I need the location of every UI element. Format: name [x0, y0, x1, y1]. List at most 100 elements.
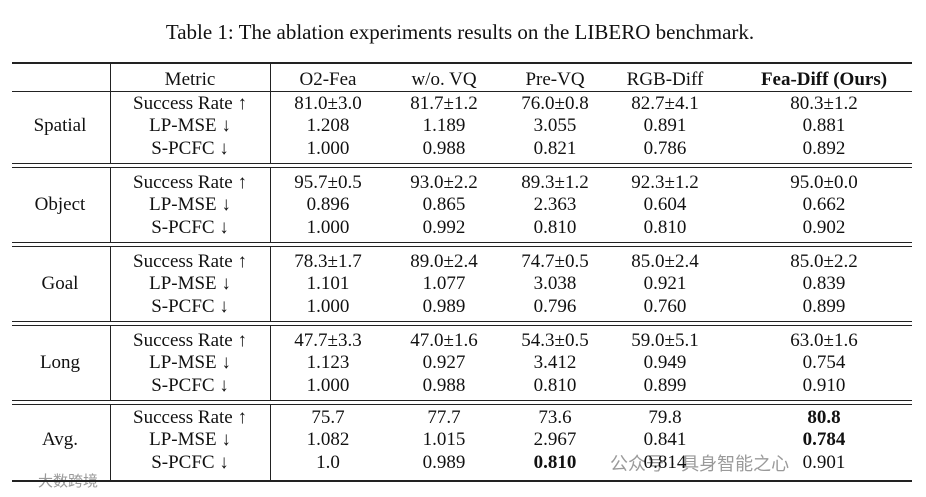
value-cell: 75.7	[311, 407, 345, 428]
value-cell: 1.000	[306, 295, 350, 317]
value-cell: 81.7±1.2	[410, 93, 478, 114]
metric-cell: LP-MSE ↓	[149, 194, 231, 216]
value-cell: 0.810	[643, 216, 687, 238]
value-cell: 0.796	[533, 295, 577, 317]
value-cell: 0.784	[802, 429, 846, 451]
rule	[12, 167, 912, 168]
value-cell: 92.3±1.2	[631, 172, 699, 193]
rule	[110, 326, 111, 400]
value-cell: 1.0	[316, 451, 340, 473]
value-cell: 2.967	[533, 429, 577, 451]
value-cell: 0.786	[643, 137, 687, 159]
value-cell: 89.3±1.2	[521, 172, 589, 193]
value-cell: 63.0±1.6	[790, 330, 858, 351]
metric-cell: S-PCFC ↓	[151, 374, 229, 396]
rule	[110, 247, 111, 321]
metric-cell: S-PCFC ↓	[151, 137, 229, 159]
rule	[270, 326, 271, 400]
value-cell: 1.101	[306, 273, 350, 295]
value-cell: 0.760	[643, 295, 687, 317]
value-cell: 1.189	[422, 115, 466, 137]
metric-cell: LP-MSE ↓	[149, 429, 231, 451]
rule	[270, 168, 271, 242]
value-cell: 0.865	[422, 194, 466, 216]
value-cell: 80.3±1.2	[790, 93, 858, 114]
rule	[270, 64, 271, 163]
value-cell: 0.881	[802, 115, 846, 137]
value-cell: 0.810	[533, 374, 577, 396]
group-label: Spatial	[33, 115, 87, 137]
group-label: Long	[39, 352, 81, 374]
value-cell: 1.000	[306, 216, 350, 238]
value-cell: 1.015	[422, 429, 466, 451]
value-cell: 2.363	[533, 194, 577, 216]
value-cell: 0.754	[802, 352, 846, 374]
rule	[12, 404, 912, 405]
metric-cell: S-PCFC ↓	[151, 216, 229, 238]
value-cell: 59.0±5.1	[631, 330, 699, 351]
value-cell: 0.910	[802, 374, 846, 396]
value-cell: 85.0±2.2	[790, 251, 858, 272]
rule	[12, 163, 912, 164]
value-cell: 0.662	[802, 194, 846, 216]
value-cell: 0.901	[802, 451, 846, 473]
value-cell: 81.0±3.0	[294, 93, 362, 114]
group-label: Goal	[41, 273, 79, 295]
value-cell: 1.000	[306, 374, 350, 396]
group-label: Avg.	[41, 429, 79, 451]
value-cell: 82.7±4.1	[631, 93, 699, 114]
metric-cell: Success Rate ↑	[133, 407, 247, 428]
value-cell: 0.810	[533, 216, 577, 238]
value-cell: 85.0±2.4	[631, 251, 699, 272]
value-cell: 0.988	[422, 374, 466, 396]
metric-cell: LP-MSE ↓	[149, 352, 231, 374]
value-cell: 73.6	[538, 407, 572, 428]
value-cell: 78.3±1.7	[294, 251, 362, 272]
watermark: 公众号 · 具身智能之心	[610, 454, 790, 475]
value-cell: 1.077	[422, 273, 466, 295]
value-cell: 0.841	[643, 429, 687, 451]
value-cell: 1.208	[306, 115, 350, 137]
rule	[270, 247, 271, 321]
rule	[12, 246, 912, 247]
rule	[12, 62, 912, 64]
value-cell: 0.927	[422, 352, 466, 374]
value-cell: 1.082	[306, 429, 350, 451]
metric-cell: Success Rate ↑	[133, 93, 247, 114]
value-cell: 0.988	[422, 137, 466, 159]
header-cell: O2-Fea	[299, 69, 357, 90]
value-cell: 79.8	[648, 407, 682, 428]
rule	[12, 480, 912, 482]
value-cell: 89.0±2.4	[410, 251, 478, 272]
metric-cell: Success Rate ↑	[133, 251, 247, 272]
value-cell: 0.810	[533, 451, 577, 473]
value-cell: 54.3±0.5	[521, 330, 589, 351]
rule	[12, 242, 912, 243]
rule	[12, 400, 912, 401]
metric-cell: LP-MSE ↓	[149, 115, 231, 137]
value-cell: 0.821	[533, 137, 577, 159]
value-cell: 1.123	[306, 352, 350, 374]
value-cell: 0.989	[422, 295, 466, 317]
header-cell: w/o. VQ	[411, 69, 477, 90]
value-cell: 0.899	[643, 374, 687, 396]
value-cell: 0.839	[802, 273, 846, 295]
header-cell: Pre-VQ	[525, 69, 585, 90]
value-cell: 3.038	[533, 273, 577, 295]
value-cell: 0.899	[802, 295, 846, 317]
metric-cell: Success Rate ↑	[133, 172, 247, 193]
value-cell: 77.7	[427, 407, 461, 428]
value-cell: 0.814	[643, 451, 687, 473]
value-cell: 0.989	[422, 451, 466, 473]
rule	[12, 321, 912, 322]
header-cell: Metric	[164, 69, 216, 90]
rule	[270, 405, 271, 480]
header-cell: RGB-Diff	[626, 69, 704, 90]
value-cell: 0.891	[643, 115, 687, 137]
value-cell: 0.949	[643, 352, 687, 374]
caption: Table 1: The ablation experiments result…	[165, 20, 755, 44]
rule	[12, 91, 912, 92]
header-cell: Fea-Diff (Ours)	[760, 69, 888, 90]
value-cell: 0.896	[306, 194, 350, 216]
